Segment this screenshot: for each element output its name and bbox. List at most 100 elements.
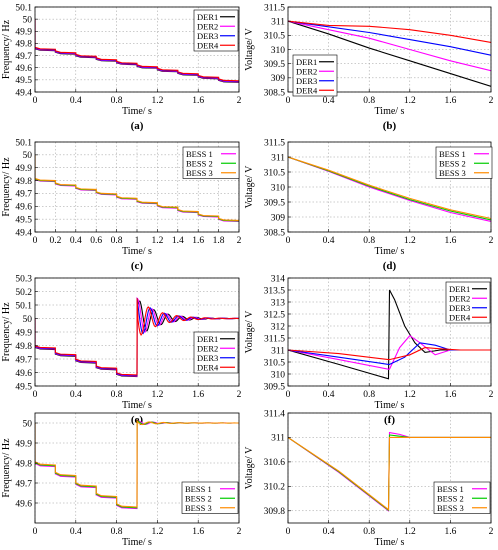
x-tick-label: 2: [237, 236, 242, 246]
y-tick-label: 49.9: [15, 28, 32, 38]
panel-caption: (b): [383, 120, 397, 132]
y-tick-label: 309.5: [264, 60, 286, 70]
legend-label: DER4: [197, 40, 219, 50]
x-tick-label: 0: [286, 236, 291, 246]
chart-panel-e: 0 0.4 0.8 1.2 1.6 2 49.5 49.6 49.7 49.8 49.9 50 50.1…: [1, 274, 242, 426]
legend-label: BESS 2: [185, 493, 212, 503]
panel-caption: (f): [384, 414, 395, 426]
x-tick-label: 0.8: [363, 527, 375, 537]
y-tick-label: 309.5: [264, 382, 286, 392]
legend-label: DER1: [449, 284, 470, 294]
chart-panel-d: 0 0.4 0.8 1.2 1.6 2 308.5 309 309.5 310 310.5 311 31…: [244, 138, 494, 272]
panel-caption: (a): [131, 120, 144, 132]
y-tick-label: 49.4: [15, 88, 32, 98]
legend-label: BESS 2: [437, 493, 464, 503]
x-tick-label: 1.2: [151, 236, 163, 246]
x-tick-label: 1.2: [404, 96, 416, 106]
panel-caption: (d): [383, 260, 397, 272]
y-tick-label: 311: [271, 434, 285, 444]
y-tick-label: 49.6: [15, 203, 32, 213]
series-line-der4: [288, 347, 491, 361]
x-axis-label: Time/ s: [122, 106, 152, 117]
x-tick-label: 0.4: [70, 527, 82, 537]
x-tick-label: 0: [286, 527, 291, 537]
chart-panel-c: 0 0.2 0.4 0.6 0.8 1 1.2 1.4 1.6 1.8 2 49.4 49.5 49.6 4…: [1, 138, 242, 272]
y-tick-label: 50: [23, 151, 33, 161]
y-tick-label: 311.5: [264, 138, 285, 148]
y-tick-label: 49.8: [15, 40, 32, 50]
chart-panel-h: 0 0.4 0.8 1.2 1.6 2 309.8 310.2 310.6 311 311.4 Tim…: [244, 409, 494, 548]
x-tick-label: 0: [33, 527, 38, 537]
legend-label: DER4: [197, 362, 219, 372]
y-tick-label: 314: [271, 274, 286, 284]
legend-label: BESS 2: [186, 158, 213, 168]
legend-label: BESS 1: [437, 484, 464, 494]
plot-frame: [287, 412, 492, 524]
y-tick-label: 312: [271, 322, 286, 332]
y-axis-label: Voltage/ V: [244, 446, 255, 489]
x-tick-label: 2: [237, 390, 242, 400]
y-tick-label: 309: [271, 213, 286, 223]
x-tick-label: 1.6: [444, 527, 456, 537]
x-tick-label: 0: [286, 390, 291, 400]
y-axis-label: Voltage/ V: [244, 27, 255, 70]
y-tick-label: 309.5: [264, 198, 286, 208]
legend-label: DER2: [197, 343, 218, 353]
legend-label: DER3: [197, 353, 218, 363]
y-tick-label: 49.5: [15, 76, 32, 86]
x-tick-label: 0: [286, 96, 291, 106]
y-tick-label: 49.7: [15, 479, 32, 489]
x-tick-label: 1.6: [444, 96, 456, 106]
y-tick-label: 313.5: [264, 286, 286, 296]
y-axis-label: Frequency/ Hz: [1, 19, 12, 79]
x-tick-label: 0.4: [323, 527, 335, 537]
x-axis-label: Time/ s: [122, 400, 152, 411]
y-tick-label: 50: [23, 15, 33, 25]
x-tick-label: 0.4: [70, 390, 82, 400]
legend-label: BESS 1: [185, 484, 212, 494]
legend-label: BESS 3: [186, 168, 213, 178]
x-tick-label: 2: [489, 96, 494, 106]
x-tick-label: 1.6: [192, 527, 204, 537]
y-tick-label: 49.5: [15, 215, 32, 225]
legend-box: [193, 331, 239, 374]
legend-label: BESS 3: [439, 168, 466, 178]
y-tick-label: 311.5: [264, 334, 285, 344]
legend-label: BESS 1: [186, 149, 213, 159]
x-tick-label: 0.8: [363, 236, 375, 246]
y-tick-label: 50.3: [15, 274, 32, 284]
x-tick-label: 0.4: [323, 390, 335, 400]
y-tick-label: 49.8: [15, 459, 32, 469]
x-tick-label: 1.6: [444, 236, 456, 246]
y-tick-label: 311: [271, 346, 285, 356]
chart-panel-g: 0 0.4 0.8 1.2 1.6 2 49.6 49.7 49.8 49.9 50 Time/ s F…: [1, 412, 242, 548]
x-tick-label: 2: [489, 527, 494, 537]
y-tick-label: 311.4: [264, 409, 285, 419]
y-tick-label: 49.6: [15, 499, 32, 509]
y-tick-label: 49.5: [15, 382, 32, 392]
x-tick-label: 1: [135, 236, 140, 246]
x-tick-label: 0.8: [111, 96, 123, 106]
x-tick-label: 1.2: [404, 527, 416, 537]
x-axis-label: Time/ s: [375, 537, 405, 548]
x-tick-label: 0: [33, 236, 38, 246]
y-axis-label: Voltage/ V: [244, 165, 255, 208]
y-axis-label: Frequency/ Hz: [1, 157, 12, 217]
x-tick-label: 1.4: [172, 236, 184, 246]
x-tick-label: 2: [489, 236, 494, 246]
x-tick-label: 0.4: [323, 96, 335, 106]
y-tick-label: 49.4: [15, 228, 32, 238]
y-tick-label: 50.2: [15, 288, 32, 298]
x-tick-label: 0.8: [363, 390, 375, 400]
y-tick-label: 311.5: [264, 3, 285, 13]
y-tick-label: 310: [271, 370, 286, 380]
x-tick-label: 1.6: [444, 390, 456, 400]
y-tick-label: 308.5: [264, 88, 286, 98]
legend-label: DER3: [449, 303, 470, 313]
y-tick-label: 310: [271, 183, 286, 193]
series-line-der1: [288, 20, 491, 87]
y-tick-label: 50: [23, 315, 33, 325]
